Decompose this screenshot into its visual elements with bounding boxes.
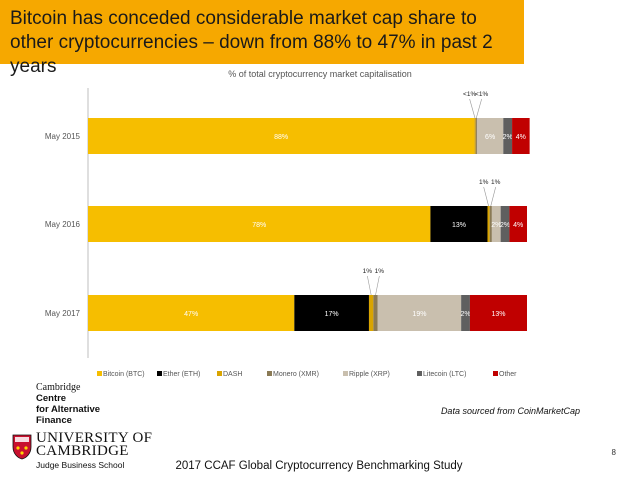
ccaf-logo: Cambridge Centre for Alternative Finance	[36, 382, 101, 426]
legend-swatch	[97, 371, 102, 376]
data-label: 2%	[491, 222, 501, 229]
data-label: 1%	[491, 179, 501, 186]
data-label: 13%	[452, 222, 466, 229]
bar-segment	[430, 206, 488, 242]
bar-segment	[509, 206, 527, 242]
legend-swatch	[267, 371, 272, 376]
data-label: <1%	[475, 91, 488, 98]
bar-segment	[476, 118, 504, 154]
data-label: 47%	[184, 311, 198, 318]
legend-label: Other	[499, 371, 517, 378]
chart-title: % of total cryptocurrency market capital…	[228, 69, 412, 79]
title-banner: Bitcoin has conceded considerable market…	[0, 0, 524, 77]
data-label: 17%	[325, 311, 339, 318]
university-crest-icon	[12, 434, 32, 460]
legend-label: Monero (XMR)	[273, 371, 319, 378]
data-label: 88%	[274, 134, 288, 141]
legend-swatch	[217, 371, 222, 376]
bar-segment	[500, 206, 510, 242]
page-number: 8	[611, 448, 616, 457]
footer-title: 2017 CCAF Global Cryptocurrency Benchmar…	[175, 460, 463, 472]
bar-segment	[88, 206, 431, 242]
data-label: 4%	[513, 222, 523, 229]
data-label: 2%	[500, 222, 510, 229]
leader-line	[375, 275, 380, 296]
data-label: 2%	[460, 311, 470, 318]
data-label: 4%	[516, 134, 526, 141]
category-label: May 2016	[45, 220, 81, 229]
bar-segment	[469, 295, 527, 331]
bar-segment	[487, 206, 490, 242]
legend-swatch	[157, 371, 162, 376]
university-wordmark: UNIVERSITY OF CAMBRIDGE Judge Business S…	[36, 430, 153, 471]
leader-line	[490, 186, 496, 207]
bar-segment	[489, 206, 492, 242]
bar-segment	[474, 118, 476, 154]
data-label: 6%	[485, 134, 495, 141]
legend-label: Ripple (XRP)	[349, 371, 390, 378]
leader-line	[476, 98, 482, 119]
bar-segment	[88, 118, 475, 154]
data-label: 78%	[252, 222, 266, 229]
bar-segment	[373, 295, 378, 331]
category-label: May 2017	[45, 309, 81, 318]
bar-segment	[491, 206, 501, 242]
leader-line	[367, 275, 372, 296]
category-label: May 2015	[45, 132, 81, 141]
bar-segment	[88, 295, 295, 331]
stacked-bar-chart: May 2015 88% 6% 2% 4%<1%<1%May 2016 78% 13% 2%2…	[45, 88, 530, 378]
data-label: 1%	[479, 179, 489, 186]
legend-label: Ether (ETH)	[163, 371, 200, 378]
bar-segment	[503, 118, 513, 154]
legend-label: Bitcoin (BTC)	[103, 371, 145, 378]
leader-line	[469, 98, 476, 119]
data-label: 2%	[503, 134, 513, 141]
bar-segment	[475, 118, 477, 154]
bar-segment	[377, 295, 462, 331]
legend-swatch	[493, 371, 498, 376]
bar-segment	[512, 118, 530, 154]
data-label: 1%	[375, 268, 385, 275]
legend-swatch	[417, 371, 422, 376]
legend-label: Litecoin (LTC)	[423, 371, 466, 378]
data-label: <1%	[463, 91, 476, 98]
bar-segment	[294, 295, 369, 331]
legend-label: DASH	[223, 371, 242, 378]
bar-segment	[368, 295, 374, 331]
data-label: 1%	[363, 268, 373, 275]
bar-segment	[461, 295, 470, 331]
data-label: 19%	[412, 311, 426, 318]
leader-line	[483, 186, 489, 207]
legend-swatch	[343, 371, 348, 376]
slide-title: Bitcoin has conceded considerable market…	[10, 8, 493, 77]
data-label: 13%	[491, 311, 505, 318]
source-note: Data sourced from CoinMarketCap	[440, 406, 580, 416]
